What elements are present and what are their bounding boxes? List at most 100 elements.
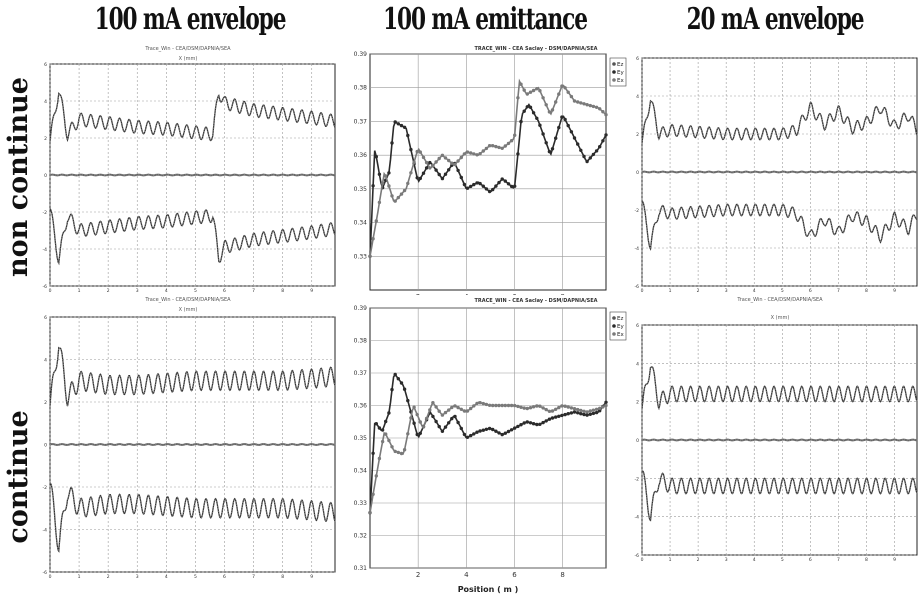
data-point-Ex — [547, 110, 552, 114]
data-point-Ey — [434, 168, 438, 172]
x-tick-label: 2 — [416, 571, 420, 579]
data-point-Ey — [462, 432, 467, 437]
legend-marker-Ex — [612, 332, 616, 336]
data-point-Ey — [377, 426, 382, 430]
data-point-Ex — [399, 451, 404, 456]
data-point-Ey — [459, 426, 463, 431]
data-point-Ex — [475, 153, 479, 157]
data-point-Ey — [516, 152, 520, 156]
x-tick-label: 6 — [223, 288, 226, 294]
data-point-Ey — [554, 136, 558, 140]
legend-marker-Ez — [612, 62, 616, 66]
data-point-Ex — [487, 144, 492, 148]
data-point-Ex — [443, 410, 448, 415]
data-point-Ey — [434, 419, 438, 424]
data-point-Ey — [569, 411, 574, 415]
data-point-Ex — [544, 103, 548, 107]
y-tick-label: -6 — [43, 284, 48, 290]
data-point-Ex — [494, 403, 498, 408]
data-point-Ex — [598, 107, 602, 111]
data-point-Ey — [547, 417, 552, 421]
y-tick-label: 0.38 — [354, 85, 368, 92]
data-point-Ex — [475, 401, 479, 406]
y-tick-label: -4 — [635, 515, 640, 521]
x-tick-label: 0 — [641, 288, 644, 294]
data-point-Ey — [513, 184, 517, 188]
data-point-Ex — [506, 141, 511, 146]
data-point-Ey — [424, 166, 429, 170]
data-point-Ey — [447, 421, 451, 425]
x-tick-label: 8 — [560, 293, 564, 295]
data-point-Ex — [418, 420, 422, 424]
data-point-Ey — [598, 409, 602, 413]
data-point-Ex — [462, 409, 467, 413]
data-point-Ey — [487, 189, 492, 194]
legend-label-Ex: Ex — [617, 78, 624, 84]
y-tick-label: 0.38 — [354, 338, 368, 345]
data-point-Ey — [437, 172, 441, 177]
x-tick-label: 4 — [753, 557, 756, 563]
data-point-Ex — [522, 88, 526, 92]
data-point-Ex — [384, 174, 388, 178]
data-point-Ey — [569, 130, 574, 134]
data-point-Ex — [399, 192, 404, 196]
envelope-markers-0 — [49, 346, 336, 407]
data-point-Ey — [469, 184, 473, 189]
y-tick-label: 2 — [636, 132, 639, 138]
data-point-Ex — [456, 405, 460, 410]
data-point-Ey — [406, 133, 410, 138]
panel-subtitle: Trace_Win - CEA/DSM/DAPNIA/SEA — [144, 46, 231, 52]
data-point-Ey — [554, 415, 558, 419]
data-point-Ey — [465, 435, 470, 439]
x-tick-label: 8 — [281, 574, 284, 580]
data-point-Ex — [535, 404, 539, 408]
data-point-Ex — [402, 448, 407, 452]
data-point-Ex — [519, 405, 523, 409]
data-point-Ey — [453, 414, 457, 419]
data-point-Ex — [440, 153, 445, 157]
data-point-Ey — [494, 184, 498, 188]
data-point-Ey — [576, 142, 580, 146]
data-point-Ex — [415, 149, 419, 154]
panel-y-label: X (mm) — [179, 56, 198, 62]
x-tick-label: 4 — [165, 574, 168, 580]
data-point-Ey — [415, 176, 419, 180]
data-point-Ey — [396, 377, 400, 381]
x-tick-label: 4 — [464, 571, 469, 579]
data-point-Ex — [402, 188, 407, 193]
data-point-Ey — [487, 426, 492, 431]
data-point-Ey — [459, 175, 463, 180]
data-point-Ey — [572, 136, 577, 140]
data-point-Ex — [374, 219, 378, 223]
data-point-Ex — [541, 96, 545, 100]
y-tick-label: -4 — [43, 247, 48, 253]
data-point-Ex — [487, 403, 492, 407]
data-point-Ex — [380, 181, 385, 185]
data-point-Ex — [390, 445, 394, 449]
series-line-Ey — [369, 103, 607, 257]
x-tick-label: 8 — [865, 557, 868, 563]
data-point-Ex — [554, 100, 558, 104]
data-point-Ey — [531, 422, 536, 426]
data-point-Ey — [418, 431, 422, 435]
data-point-Ex — [481, 401, 485, 406]
data-point-Ex — [469, 406, 473, 411]
data-point-Ex — [582, 409, 586, 413]
data-point-Ex — [387, 438, 391, 443]
data-point-Ex — [406, 181, 410, 186]
data-point-Ex — [484, 402, 489, 407]
data-point-Ey — [443, 425, 448, 429]
data-point-Ex — [503, 403, 507, 408]
chart-env100-cont: Trace_Win - CEA/DSM/DAPNIA/SEA X (mm) 0 1… — [43, 297, 336, 580]
data-point-Ey — [535, 116, 539, 121]
data-point-Ey — [572, 410, 577, 414]
data-point-Ey — [579, 148, 583, 152]
data-point-Ey — [585, 413, 589, 417]
y-tick-label: 0.35 — [354, 435, 368, 442]
data-point-Ex — [443, 156, 448, 160]
data-point-Ey — [522, 109, 526, 113]
data-point-Ey — [604, 133, 608, 137]
envelope-markers-1 — [49, 482, 336, 553]
x-tick-label: 1 — [669, 288, 672, 294]
x-tick-label: 9 — [310, 288, 313, 294]
